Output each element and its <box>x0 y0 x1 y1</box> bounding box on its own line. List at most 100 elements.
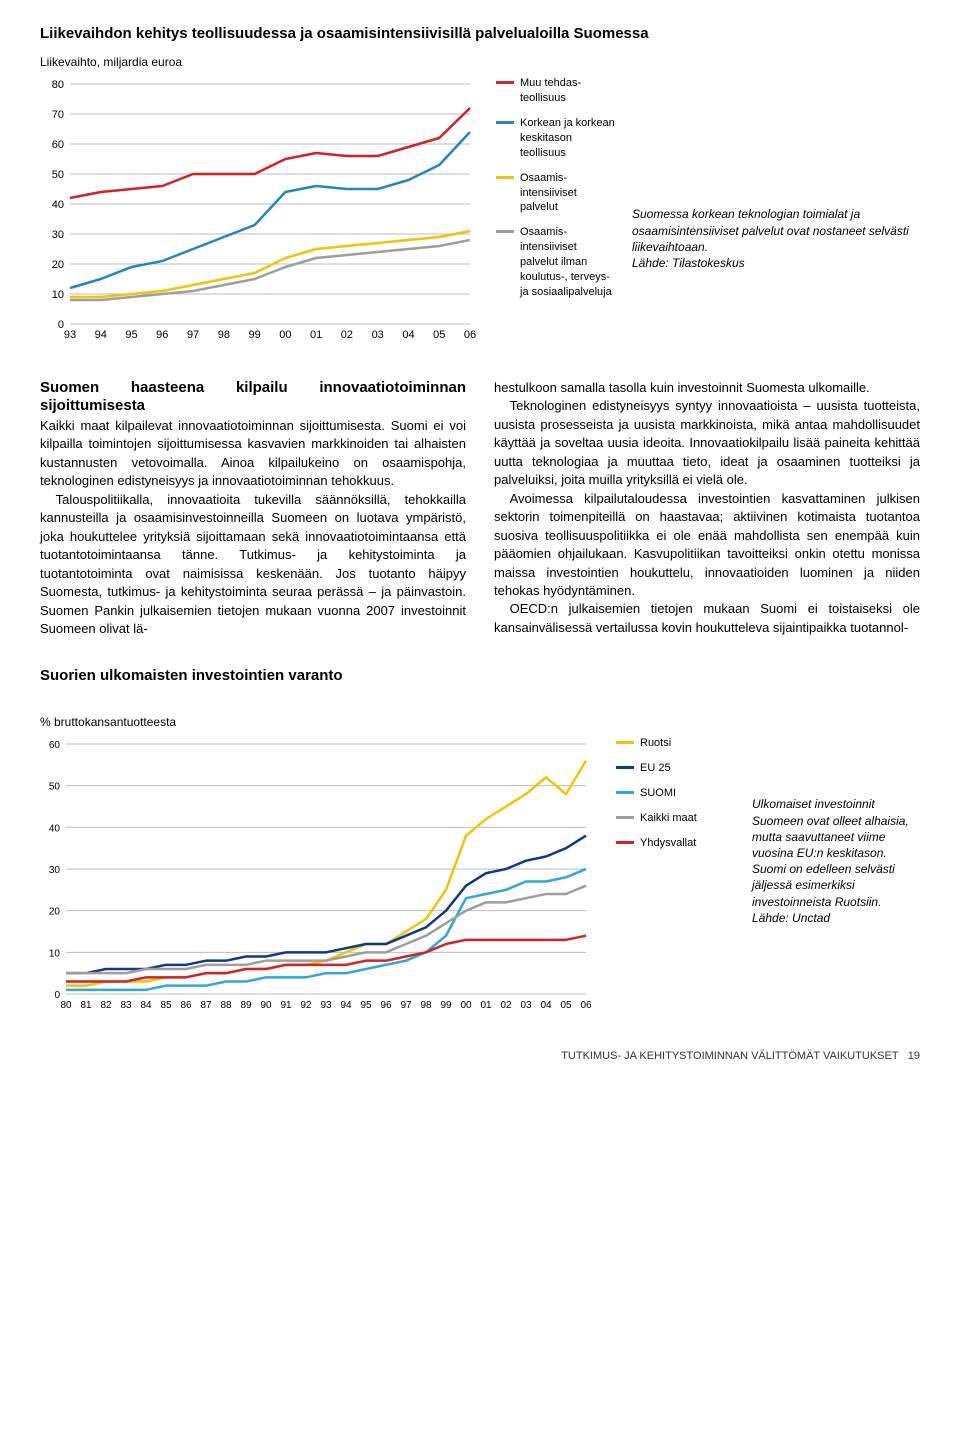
legend-item: Korkean ja korkean keskitason teollisuus <box>496 116 616 161</box>
svg-text:91: 91 <box>280 1000 292 1011</box>
svg-text:80: 80 <box>60 1000 72 1011</box>
svg-text:30: 30 <box>49 865 61 876</box>
legend-label: Ruotsi <box>640 736 671 751</box>
svg-text:05: 05 <box>433 329 445 341</box>
legend-swatch <box>616 791 634 794</box>
svg-text:84: 84 <box>140 1000 152 1011</box>
chart2-source: Lähde: Unctad <box>752 911 830 925</box>
svg-text:40: 40 <box>49 824 61 835</box>
article-col2-p4: OECD:n julkaisemien tietojen mukaan Suom… <box>494 600 920 637</box>
svg-text:93: 93 <box>64 329 76 341</box>
legend-item: Kaikki maat <box>616 811 736 826</box>
footer-text: TUTKIMUS- JA KEHITYSTOIMINNAN VÄLITTÖMÄT… <box>561 1050 898 1062</box>
svg-text:89: 89 <box>240 1000 252 1011</box>
svg-text:70: 70 <box>52 109 64 121</box>
article-heading: Suomen haasteena kilpailu innovaatiotoim… <box>40 379 466 415</box>
svg-text:88: 88 <box>220 1000 232 1011</box>
svg-text:86: 86 <box>180 1000 192 1011</box>
svg-text:95: 95 <box>360 1000 372 1011</box>
svg-text:98: 98 <box>420 1000 432 1011</box>
svg-text:99: 99 <box>248 329 260 341</box>
svg-text:10: 10 <box>52 289 64 301</box>
legend-swatch <box>496 81 514 84</box>
legend-label: Osaamis­intensiiviset palvelut <box>520 171 616 216</box>
svg-text:99: 99 <box>440 1000 452 1011</box>
svg-text:06: 06 <box>464 329 476 341</box>
legend-swatch <box>616 741 634 744</box>
legend-label: Muu tehdas­teollisuus <box>520 76 616 106</box>
legend-label: Kaikki maat <box>640 811 697 826</box>
article-col2: hestulkoon samalla tasolla kuin investoi… <box>494 379 920 638</box>
svg-text:97: 97 <box>400 1000 412 1011</box>
svg-text:06: 06 <box>580 1000 592 1011</box>
article-col1: Suomen haasteena kilpailu innovaatiotoim… <box>40 379 466 638</box>
svg-text:04: 04 <box>540 1000 552 1011</box>
svg-text:80: 80 <box>52 79 64 91</box>
chart1-section: Liikevaihdon kehitys teollisuudessa ja o… <box>40 24 920 351</box>
chart1-legend: Muu tehdas­teollisuus Korkean ja korkean … <box>496 76 616 309</box>
svg-text:93: 93 <box>320 1000 332 1011</box>
svg-text:02: 02 <box>341 329 353 341</box>
legend-label: Korkean ja korkean keskitason teollisuus <box>520 116 616 161</box>
svg-text:94: 94 <box>95 329 107 341</box>
legend-label: Osaamis­intensiiviset palvelut ilman kou… <box>520 225 616 299</box>
svg-text:83: 83 <box>120 1000 132 1011</box>
chart2-section: Suorien ulkomaisten investointien varant… <box>40 666 920 1021</box>
legend-label: SUOMI <box>640 786 676 801</box>
svg-text:92: 92 <box>300 1000 312 1011</box>
svg-text:01: 01 <box>480 1000 492 1011</box>
legend-swatch <box>616 766 634 769</box>
article-body: Suomen haasteena kilpailu innovaatiotoim… <box>40 379 920 638</box>
legend-item: Osaamis­intensiiviset palvelut <box>496 171 616 216</box>
legend-swatch <box>496 230 514 233</box>
legend-swatch <box>496 176 514 179</box>
article-col2-p2: Teknologinen edistyneisyys syntyy innova… <box>494 397 920 489</box>
svg-text:85: 85 <box>160 1000 172 1011</box>
legend-label: EU 25 <box>640 761 671 776</box>
svg-text:81: 81 <box>80 1000 92 1011</box>
chart2-plot: 0102030405060808182838485868788899091929… <box>40 736 600 1021</box>
legend-swatch <box>616 816 634 819</box>
legend-label: Yhdysvallat <box>640 836 696 851</box>
svg-text:50: 50 <box>49 782 61 793</box>
chart2-subtitle: % bruttokansantuotteesta <box>40 714 920 730</box>
page-footer: TUTKIMUS- JA KEHITYSTOIMINNAN VÄLITTÖMÄT… <box>40 1049 920 1064</box>
chart1-subtitle: Liikevaihto, miljardia euroa <box>40 54 920 70</box>
svg-text:50: 50 <box>52 169 64 181</box>
svg-text:40: 40 <box>52 199 64 211</box>
article-col2-p3: Avoimessa kilpailutaloudessa investointi… <box>494 490 920 601</box>
chart2-legend: Ruotsi EU 25 SUOMI Kaikki maat Yhdysvallat <box>616 736 736 860</box>
svg-text:94: 94 <box>340 1000 352 1011</box>
svg-text:96: 96 <box>380 1000 392 1011</box>
svg-text:97: 97 <box>187 329 199 341</box>
svg-text:00: 00 <box>279 329 291 341</box>
svg-text:04: 04 <box>402 329 414 341</box>
chart1-caption: Suomessa korkean teknologian toimialat j… <box>632 76 920 271</box>
svg-text:82: 82 <box>100 1000 112 1011</box>
svg-text:30: 30 <box>52 229 64 241</box>
article-col1-p2: Talouspolitiikalla, innovaatioita tukevi… <box>40 491 466 639</box>
legend-swatch <box>496 121 514 124</box>
chart1-caption-text: Suomessa korkean teknologian toimialat j… <box>632 207 909 253</box>
svg-text:10: 10 <box>49 949 61 960</box>
svg-text:05: 05 <box>560 1000 572 1011</box>
svg-text:03: 03 <box>372 329 384 341</box>
legend-item: EU 25 <box>616 761 736 776</box>
svg-text:87: 87 <box>200 1000 212 1011</box>
svg-text:60: 60 <box>49 740 61 751</box>
svg-text:01: 01 <box>310 329 322 341</box>
article-col1-p1: Kaikki maat kilpailevat innovaatiotoimin… <box>40 417 466 491</box>
svg-text:96: 96 <box>156 329 168 341</box>
article-col2-p1: hestulkoon samalla tasolla kuin investoi… <box>494 379 920 397</box>
chart1-source: Lähde: Tilastokeskus <box>632 256 745 270</box>
svg-text:03: 03 <box>520 1000 532 1011</box>
legend-swatch <box>616 841 634 844</box>
chart2-caption: Ulkomaiset investoinnit Suomeen ovat oll… <box>752 736 920 926</box>
chart2-title: Suorien ulkomaisten investointien varant… <box>40 666 920 686</box>
svg-text:90: 90 <box>260 1000 272 1011</box>
svg-text:20: 20 <box>49 907 61 918</box>
svg-text:20: 20 <box>52 259 64 271</box>
svg-text:60: 60 <box>52 139 64 151</box>
legend-item: Yhdysvallat <box>616 836 736 851</box>
legend-item: Ruotsi <box>616 736 736 751</box>
